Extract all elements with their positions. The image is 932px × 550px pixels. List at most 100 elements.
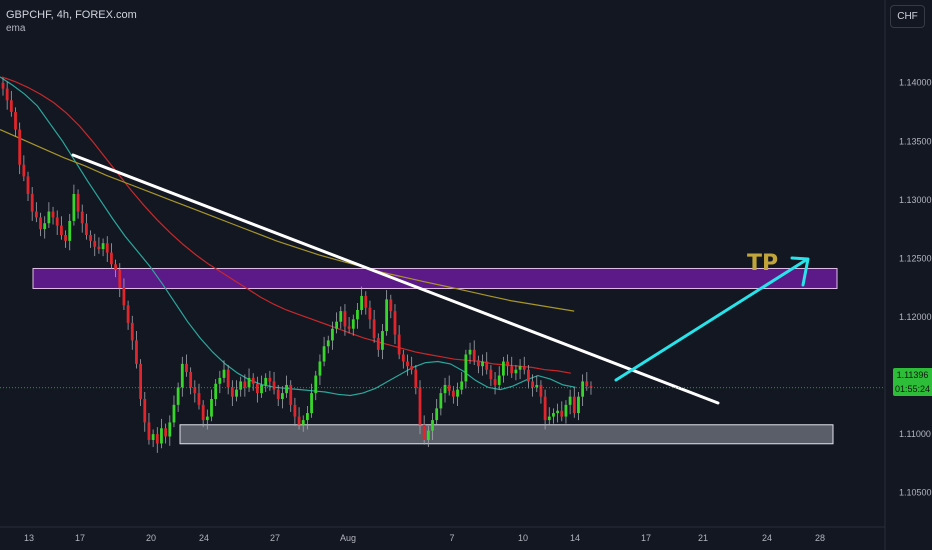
candle-body <box>414 369 418 388</box>
candle-body <box>585 381 589 387</box>
candle-body <box>356 309 359 320</box>
candle-body <box>464 354 468 382</box>
candle-body <box>376 338 380 350</box>
candle-body <box>360 295 364 310</box>
candle-body <box>139 363 143 399</box>
candle-body <box>151 434 155 440</box>
y-tick-label: 1.12000 <box>899 312 932 322</box>
candle-body <box>331 328 334 341</box>
candle-body <box>456 389 459 397</box>
candle-body <box>314 375 318 394</box>
y-tick-label: 1.13500 <box>899 136 932 146</box>
candle-body <box>431 420 434 431</box>
candle-body <box>547 416 551 421</box>
candle-body <box>443 384 447 394</box>
candle-body <box>556 410 560 414</box>
candle-body <box>485 361 489 370</box>
candle-body <box>185 363 188 373</box>
candle-body <box>472 349 476 361</box>
x-tick-label: 24 <box>199 533 209 543</box>
symbol-title: GBPCHF, 4h, FOREX.com <box>6 9 137 21</box>
candle-body <box>247 377 251 388</box>
candle-body <box>326 340 330 347</box>
candle-body <box>343 311 347 327</box>
candle-body <box>297 416 301 425</box>
candle-body <box>435 408 439 421</box>
candle-body <box>97 246 101 250</box>
indicator-label: ema <box>6 23 26 34</box>
candle-body <box>293 404 297 417</box>
candle-body <box>64 235 67 241</box>
x-tick-label: 28 <box>815 533 825 543</box>
candle-body <box>280 393 284 399</box>
candle-body <box>543 396 547 421</box>
candle-body <box>389 299 393 312</box>
candle-body <box>147 422 151 440</box>
candle-body <box>301 420 305 425</box>
candle-body <box>493 379 497 385</box>
candle-body <box>76 194 80 212</box>
candle-body <box>26 176 30 194</box>
candle-body <box>552 413 555 417</box>
candle-body <box>368 307 372 320</box>
y-tick-label: 1.14000 <box>899 78 932 88</box>
candle-body <box>564 404 568 417</box>
candle-body <box>210 399 213 417</box>
candle-body <box>426 430 430 440</box>
candle-body <box>218 377 222 384</box>
candle-body <box>180 363 184 388</box>
x-tick-label: 24 <box>762 533 772 543</box>
candle-body <box>59 225 63 235</box>
candle-body <box>205 416 209 421</box>
candle-body <box>160 428 163 444</box>
candle-body <box>68 220 72 241</box>
candle-body <box>226 369 230 388</box>
candle-body <box>572 396 576 414</box>
candle-body <box>85 223 88 235</box>
candle-body <box>514 369 518 374</box>
candle-body <box>510 366 514 374</box>
candle-body <box>89 235 92 241</box>
candle-body <box>51 211 55 218</box>
candle-body <box>439 393 443 409</box>
candle-body <box>201 404 205 421</box>
candle-body <box>502 361 505 376</box>
candle-body <box>255 383 259 394</box>
candle-body <box>260 384 263 394</box>
candle-body <box>539 384 543 397</box>
candle-body <box>306 413 309 421</box>
candle-body <box>176 387 180 405</box>
candle-body <box>135 340 138 364</box>
target-arrow-shaft <box>614 258 808 382</box>
x-tick-label: 20 <box>146 533 156 543</box>
ema-mid-line <box>1 76 571 374</box>
x-tick-label: 27 <box>270 533 280 543</box>
candle-body <box>560 410 564 417</box>
candle-body <box>406 361 409 367</box>
candle-body <box>351 319 355 329</box>
x-tick-label: 10 <box>518 533 528 543</box>
candle-body <box>5 88 9 101</box>
candle-body <box>222 369 226 378</box>
chart-legend: GBPCHF, 4h, FOREX.com ema <box>6 8 137 36</box>
candle-body <box>589 386 593 388</box>
candle-body <box>272 381 276 390</box>
candle-body <box>55 217 59 226</box>
x-tick-label: 17 <box>75 533 85 543</box>
candle-body <box>34 211 38 218</box>
x-tick-label: 14 <box>570 533 580 543</box>
candle-body <box>276 389 280 399</box>
candle-body <box>110 252 113 265</box>
currency-button[interactable]: CHF <box>890 5 925 28</box>
candle-body <box>577 396 580 414</box>
candle-body <box>531 381 534 388</box>
candle-body <box>155 434 159 444</box>
candle-body <box>364 295 368 308</box>
candle-body <box>410 366 414 370</box>
candle-body <box>347 326 351 329</box>
candle-body <box>118 270 122 288</box>
candle-body <box>518 366 522 370</box>
candle-body <box>451 390 455 397</box>
candle-body <box>401 354 405 362</box>
